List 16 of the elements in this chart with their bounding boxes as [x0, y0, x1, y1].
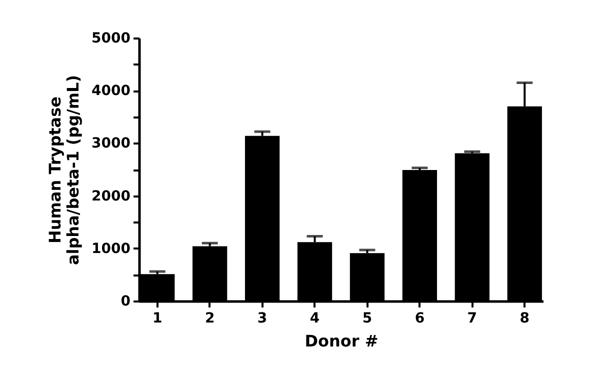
y-tick-label: 4000 — [92, 83, 131, 100]
x-tick-label: 1 — [152, 310, 162, 326]
x-tick-label: 6 — [414, 310, 425, 326]
x-tick-label: 7 — [467, 310, 478, 326]
x-tick-label: 2 — [204, 310, 215, 326]
x-axis-title: Donor # — [304, 332, 378, 350]
y-tick-label: 1000 — [92, 240, 131, 257]
y-tick-label: 3000 — [92, 136, 131, 152]
y-tick-label: 5000 — [92, 30, 131, 46]
y-tick-label: 2000 — [92, 188, 131, 204]
y-tick-label: 0 — [120, 294, 131, 310]
x-tick-label: 3 — [257, 310, 268, 326]
x-tick-label: 8 — [520, 310, 530, 326]
x-tick-label: 5 — [362, 310, 372, 326]
y-axis-title: Human Tryptase alpha/beta-1 (pg/mL) — [46, 74, 83, 266]
x-tick-label: 4 — [310, 310, 320, 326]
